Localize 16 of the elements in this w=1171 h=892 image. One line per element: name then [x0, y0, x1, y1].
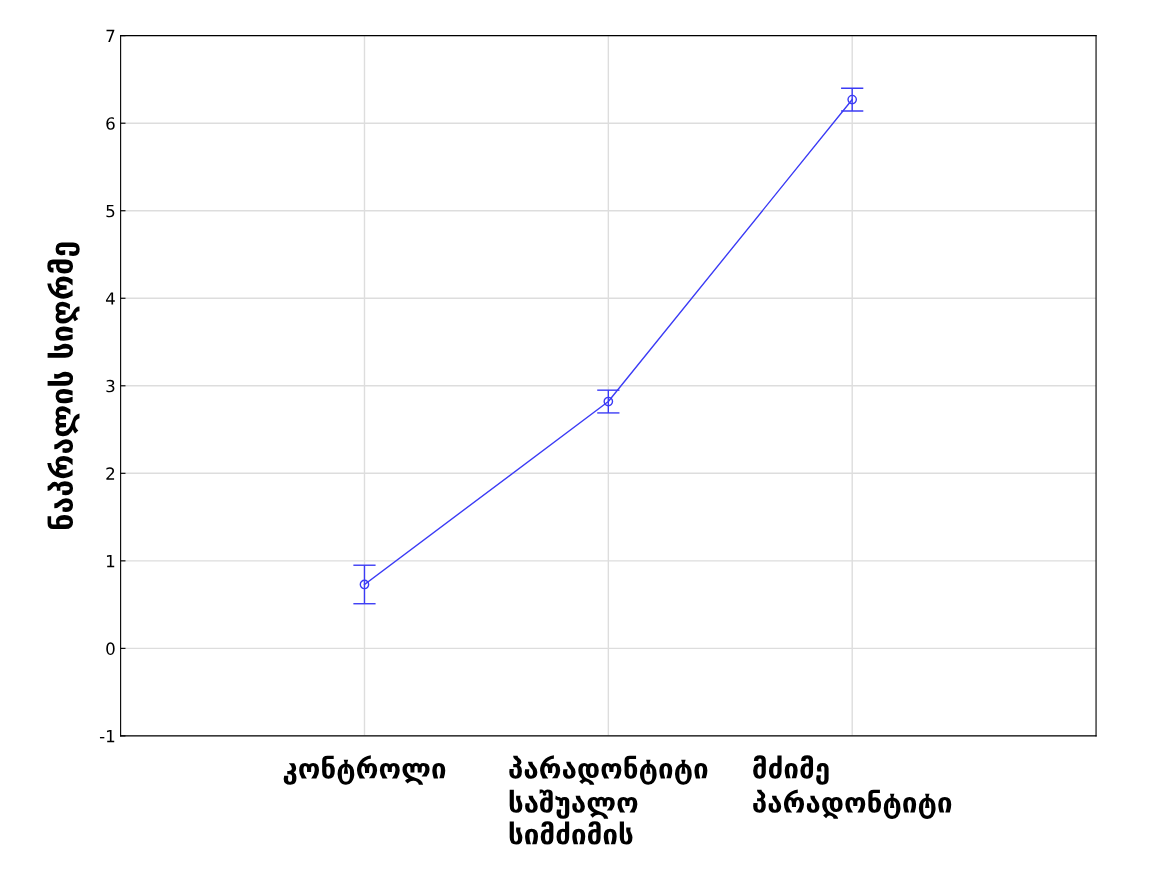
- y-tick-label: 6: [106, 117, 115, 130]
- y-tick-label: -1: [99, 730, 115, 743]
- point: [603, 396, 614, 407]
- x-tick-label: კონტროლი: [283, 755, 446, 785]
- y-tick-label: 0: [106, 642, 115, 655]
- x-tick-label: მძიმე პარადონტიტი: [753, 755, 952, 819]
- y-tick-label: 1: [106, 555, 115, 568]
- y-tick-label: 7: [106, 29, 115, 43]
- y-tick-label: 3: [106, 379, 115, 393]
- y-tick-label: 2: [106, 467, 115, 480]
- y-tick-label: 5: [106, 204, 115, 218]
- point: [359, 579, 370, 590]
- y-axis-title: ნაპრალის სიღრმე: [47, 242, 80, 529]
- point: [847, 94, 858, 105]
- y-tick-label: 4: [105, 292, 115, 305]
- x-tick-label: პარადონტიტი საშუალო სიმძიმის: [509, 755, 708, 845]
